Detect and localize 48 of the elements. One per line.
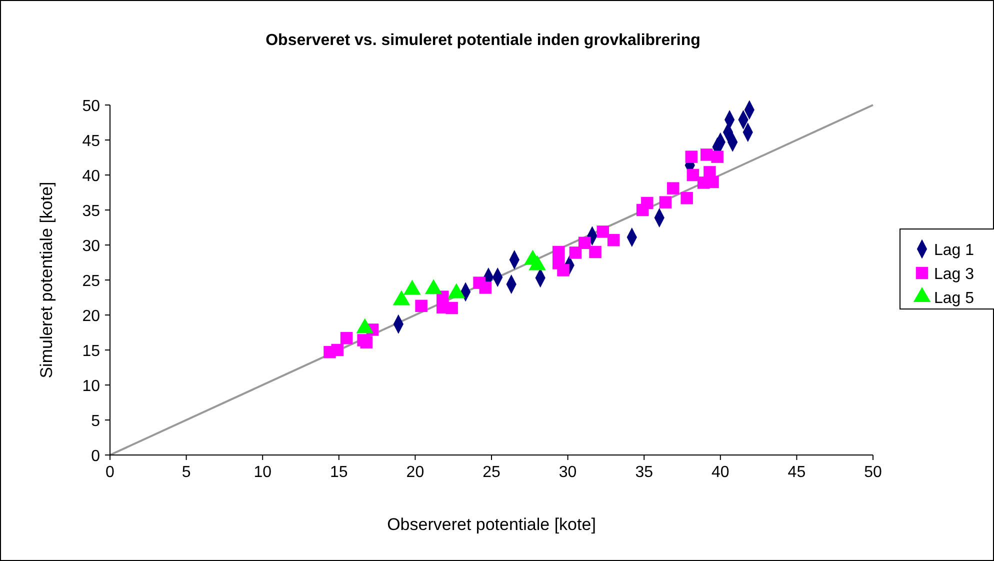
point [340,332,353,344]
point [589,246,602,258]
y-tick-label: 40 [82,168,100,185]
point [680,192,693,204]
point [479,282,492,294]
point [557,264,570,276]
point [446,302,458,314]
x-tick-label: 0 [106,464,115,481]
point [596,226,610,238]
point [578,236,591,250]
x-axis-title: Observeret potentiale [kote] [387,515,596,534]
x-tick-label: 35 [635,464,654,481]
point [659,196,672,208]
y-tick-label: 5 [91,413,100,430]
x-tick-label: 40 [712,464,730,481]
y-tick-label: 50 [82,98,100,115]
y-axis-title: Simuleret potentiale [kote] [37,182,56,378]
y-tick-label: 0 [91,448,100,465]
y-tick-label: 35 [82,203,100,220]
point [360,336,372,348]
point [415,300,428,312]
point [711,150,724,163]
x-tick-label: 25 [482,464,500,481]
point [569,246,582,259]
legend-label: Lag 1 [934,242,974,259]
x-tick-label: 10 [254,464,272,481]
point [686,168,700,182]
y-tick-label: 30 [82,238,100,255]
x-tick-label: 30 [558,464,577,481]
legend-label: Lag 3 [934,266,974,283]
point [607,234,620,246]
point [331,344,344,356]
x-tick-label: 15 [330,464,348,481]
x-tick-label: 50 [864,464,882,481]
point [666,182,680,194]
chart-title: Observeret vs. simuleret potentiale inden grovkalibrering [266,32,700,49]
legend-label: Lag 5 [934,290,974,307]
y-tick-label: 15 [82,343,100,360]
point [552,246,565,258]
x-tick-label: 45 [788,464,806,481]
y-tick-label: 25 [82,273,100,290]
point [641,196,654,210]
x-tick-label: 20 [406,464,424,481]
point [685,150,698,163]
y-tick-label: 20 [82,308,100,325]
y-tick-label: 45 [82,133,100,150]
y-tick-label: 10 [82,378,100,395]
x-tick-label: 5 [182,464,191,481]
